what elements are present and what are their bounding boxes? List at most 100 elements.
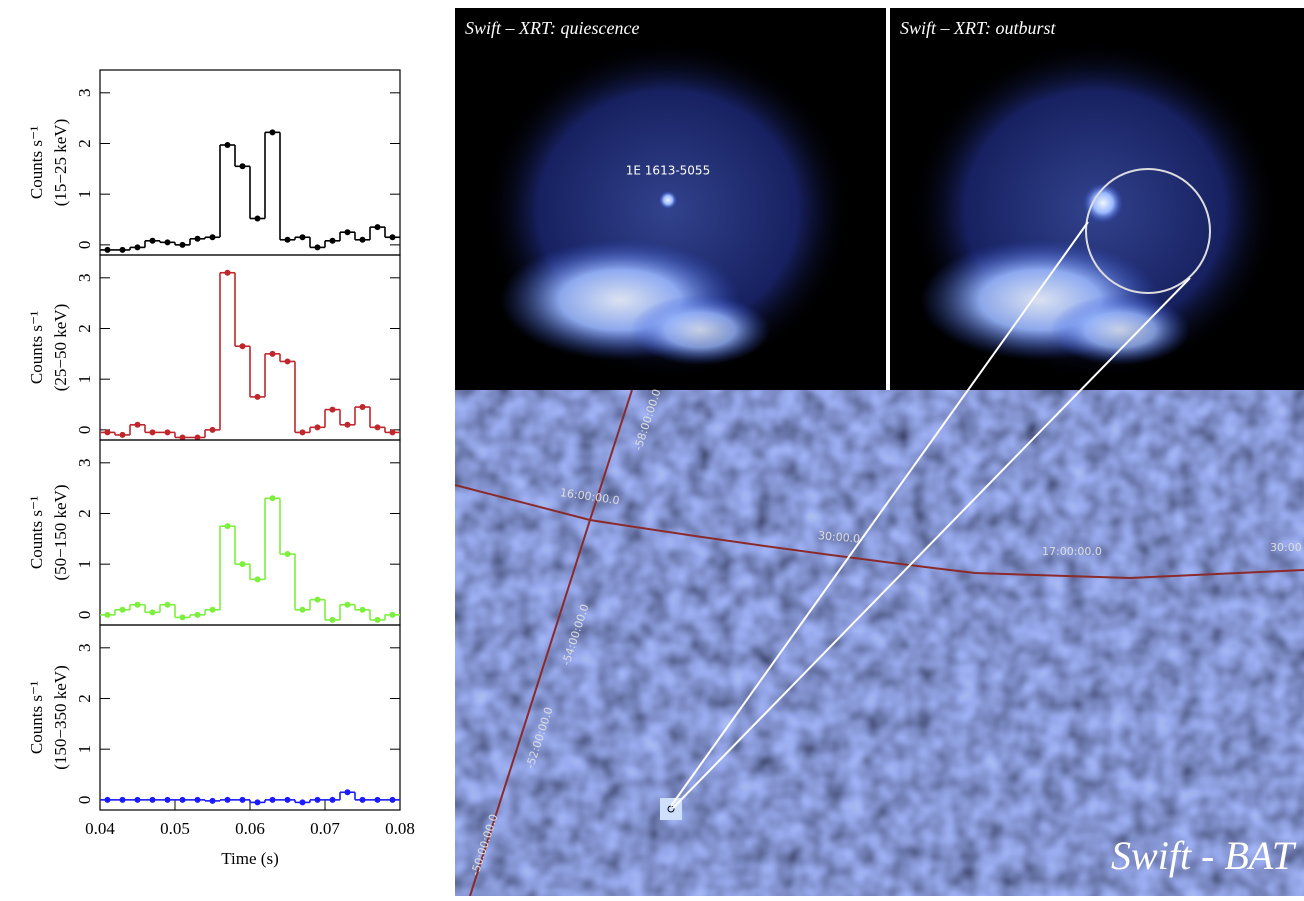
plot-frame: [99, 439, 401, 626]
y-tick-label: 1: [75, 560, 94, 569]
y-tick-label: 1: [75, 375, 94, 384]
y-tick-label: 0: [75, 241, 94, 250]
x-tick-label: 0.06: [235, 819, 265, 838]
bat-image: [454, 389, 1304, 897]
data-point: [224, 269, 231, 276]
data-point: [314, 424, 321, 431]
data-point: [284, 236, 291, 243]
y-axis-label: Counts s⁻¹: [27, 126, 46, 199]
data-point: [104, 429, 111, 436]
data-point: [299, 234, 306, 241]
x-tick-label: 0.08: [385, 819, 415, 838]
data-point: [269, 495, 276, 502]
y-axis-label: (50−150 keV): [51, 485, 70, 581]
data-point: [104, 246, 111, 253]
y-axis-label: Counts s⁻¹: [27, 496, 46, 569]
y-axis-label: (15−25 keV): [51, 119, 70, 206]
data-point: [194, 235, 201, 242]
data-point: [299, 799, 306, 806]
data-point: [254, 799, 261, 806]
y-tick-label: 2: [75, 139, 94, 148]
data-point: [119, 796, 126, 803]
ra-label: 30:00: [1270, 541, 1302, 554]
y-tick-label: 0: [75, 426, 94, 435]
y-tick-label: 3: [75, 89, 94, 98]
data-point: [269, 350, 276, 357]
image-title: Swift – XRT: quiescence: [465, 18, 639, 38]
data-point: [329, 796, 336, 803]
data-point: [344, 229, 351, 236]
data-point: [389, 796, 396, 803]
y-axis-label: (150−350 keV): [51, 665, 70, 769]
zoom-line: [672, 277, 1191, 809]
data-point: [134, 601, 141, 608]
data-point: [224, 142, 231, 149]
data-point: [209, 606, 216, 613]
data-point: [284, 358, 291, 365]
y-tick-label: 0: [75, 611, 94, 620]
data-point: [344, 421, 351, 428]
x-tick-label: 0.05: [160, 819, 190, 838]
data-point: [164, 429, 171, 436]
data-point: [314, 244, 321, 251]
plot-frame: [99, 624, 401, 811]
data-point: [239, 796, 246, 803]
data-point: [359, 236, 366, 243]
data-point: [194, 611, 201, 618]
ra-label: 17:00:00.0: [1042, 545, 1102, 558]
data-point: [209, 234, 216, 241]
ra-label: 30:00.0: [817, 529, 860, 546]
data-point: [179, 614, 186, 621]
data-point: [149, 796, 156, 803]
bat-title: Swift - BAT: [1111, 833, 1297, 878]
y-tick-label: 3: [75, 644, 94, 653]
data-point: [389, 429, 396, 436]
data-point: [329, 616, 336, 623]
divider: [886, 8, 890, 390]
data-point: [374, 616, 381, 623]
data-point: [374, 796, 381, 803]
data-point: [344, 789, 351, 796]
data-point: [134, 244, 141, 251]
zoom-line: [670, 221, 1089, 807]
data-point: [389, 234, 396, 241]
data-point: [104, 796, 111, 803]
image-title: Swift – XRT: outburst: [900, 18, 1057, 38]
data-point: [149, 237, 156, 244]
data-point: [164, 601, 171, 608]
data-point: [119, 246, 126, 253]
data-point: [389, 611, 396, 618]
y-tick-label: 1: [75, 745, 94, 754]
data-point: [344, 601, 351, 608]
xrt-outburst: [890, 8, 1304, 390]
data-point: [224, 523, 231, 530]
data-point: [194, 434, 201, 441]
data-point: [164, 796, 171, 803]
data-point: [194, 796, 201, 803]
y-tick-label: 3: [75, 459, 94, 468]
y-tick-label: 0: [75, 796, 94, 805]
data-point: [299, 606, 306, 613]
data-point: [329, 237, 336, 244]
data-point: [179, 241, 186, 248]
data-point: [104, 611, 111, 618]
data-point: [329, 406, 336, 413]
data-point: [239, 561, 246, 568]
y-tick-label: 2: [75, 509, 94, 518]
data-point: [179, 796, 186, 803]
y-tick-label: 2: [75, 324, 94, 333]
plot-frame: [99, 69, 401, 256]
data-point: [254, 215, 261, 222]
data-point: [359, 404, 366, 411]
data-point: [209, 426, 216, 433]
data-point: [359, 796, 366, 803]
data-point: [149, 609, 156, 616]
data-point: [284, 796, 291, 803]
data-point: [134, 421, 141, 428]
data-point: [269, 129, 276, 136]
data-point: [374, 224, 381, 231]
data-point: [224, 796, 231, 803]
y-tick-label: 1: [75, 190, 94, 199]
data-point: [284, 551, 291, 558]
